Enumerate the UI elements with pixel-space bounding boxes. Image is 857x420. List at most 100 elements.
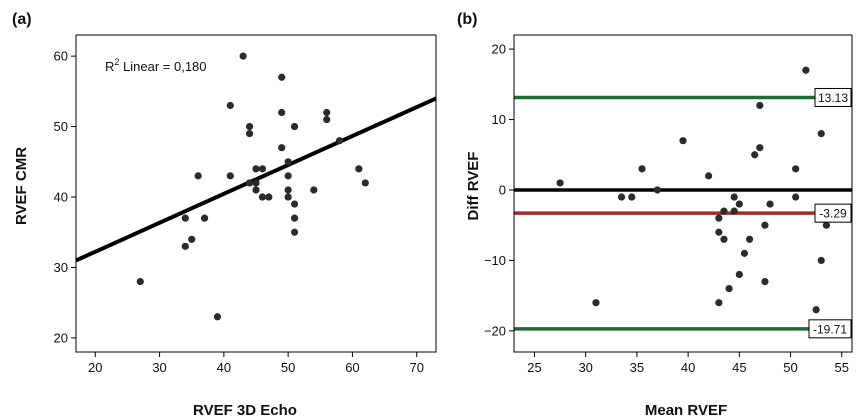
panel-b-data-point (715, 214, 723, 222)
panel-b-data-point (617, 193, 626, 201)
panel-b-data-point (638, 165, 646, 173)
panel-a-data-point (200, 214, 209, 222)
panel-b-data-point (653, 186, 661, 194)
panel-b-y-tick-label: −20 (484, 323, 506, 338)
panel-b-data-point (679, 137, 687, 145)
panel-a-data-point (245, 179, 254, 187)
panel-a-data-point (335, 137, 344, 145)
panel-b-reference-label-box (808, 319, 852, 339)
panel-b-reference-label: 13.13 (818, 91, 848, 105)
panel-b-data-point (802, 66, 810, 74)
panel-a-x-tick-label: 70 (409, 360, 423, 375)
panel-b-data-point (792, 193, 800, 201)
panel-a-data-point (245, 122, 254, 131)
panel-a-data-point (278, 73, 286, 81)
panel-b-data-point (766, 200, 774, 208)
panel-a-y-tick-label: 60 (54, 49, 68, 64)
panel-b-data-point (720, 207, 728, 215)
panel-a-data-point (245, 130, 254, 138)
panel-b-data-point (812, 306, 820, 314)
panel-b-data-point (745, 235, 754, 243)
panel-a-x-tick-label: 60 (345, 360, 359, 375)
panel-a-data-point (226, 172, 234, 180)
panel-b-y-tick-label: 20 (492, 42, 506, 57)
panel-b-data-point (822, 221, 830, 229)
panel-a-data-point (252, 186, 260, 194)
panel-a-x-tick-label: 30 (152, 360, 166, 375)
panel-a-data-point (284, 172, 292, 180)
panel-a-x-tick-label: 50 (281, 360, 295, 375)
panel-a-data-point (290, 228, 299, 236)
panel-a-xlabel: RVEF 3D Echo (193, 402, 297, 419)
panel-b-y-tick-label: 0 (499, 182, 506, 197)
panel-b-x-tick-label: 25 (527, 360, 541, 375)
panel-b-data-point (756, 144, 764, 152)
panel-b-data-point (817, 256, 825, 265)
panel-a-data-point (278, 108, 286, 117)
panel-b-data-point (715, 299, 723, 307)
panel-a-ylabel: RVEF CMR (13, 147, 30, 225)
annotation-base: R (105, 59, 114, 74)
panel-b-plot: 13.13 -3.29 -19.71 25 30 35 40 45 50 55 −20 −10 0 10 2… (484, 34, 853, 375)
panel-b-data-point (761, 221, 769, 229)
panel-a-y-tick-label: 30 (54, 260, 68, 275)
panel-a-data-point (355, 165, 363, 173)
panel-a-data-point (239, 52, 247, 60)
panel-a-data-point (284, 158, 292, 166)
panel-a-data-point (323, 108, 331, 117)
panel-a-label: (a) (12, 11, 32, 28)
panel-b-data-point (735, 270, 743, 279)
panel-b-x-tick-label: 35 (630, 360, 644, 375)
panel-a-data-point (181, 242, 189, 250)
panel-b-data-point (592, 299, 600, 307)
panel-a-data-point (136, 277, 144, 286)
panel-b-data-point (730, 207, 738, 215)
panel-b-xlabel: Mean RVEF (645, 402, 727, 419)
panel-a-data-point (226, 101, 234, 110)
panel-b-data-point (761, 277, 769, 286)
panel-a-data-point (258, 193, 267, 201)
panel-a-data-point (258, 165, 267, 173)
panel-b-data-point (792, 165, 800, 173)
panel-a-data-point (252, 179, 260, 187)
panel-b-data-point (705, 172, 713, 180)
panel-a-data-point (252, 165, 260, 173)
panel-b-y-tick-label: 10 (492, 112, 506, 127)
panel-b-x-tick-label: 55 (835, 360, 849, 375)
panel-a-data-point (323, 115, 331, 124)
panel-b-data-point (730, 193, 738, 201)
panel-a-data-point (290, 200, 299, 208)
panel-b-data-point (556, 179, 564, 187)
panel-b-frame (513, 34, 853, 353)
panel-b-data-point (735, 200, 743, 208)
panel-b-label: (b) (457, 11, 477, 28)
panel-a-data-point (194, 172, 202, 180)
panel-b-ylabel: Diff RVEF (465, 152, 482, 221)
panel-a-plot: 20 30 40 50 60 70 20 30 40 50 60 R2 Linear = 0,180 (54, 34, 437, 375)
panel-b-reference-label-box (814, 203, 852, 223)
panel-a-data-point (213, 313, 222, 321)
panel-b-data-point (740, 249, 749, 257)
panel-b-x-tick-label: 50 (783, 360, 797, 375)
panel-a-y-tick-label: 20 (54, 330, 68, 345)
panel-b-x-tick-label: 45 (732, 360, 746, 375)
panel-a-y-tick-label: 40 (54, 190, 68, 205)
panel-b-x-tick-label: 40 (681, 360, 695, 375)
panel-b-reference-label-box (814, 87, 852, 107)
panel-b-data-point (720, 235, 728, 243)
panel-a-x-tick-label: 40 (217, 360, 231, 375)
panel-a-data-point (310, 186, 318, 194)
panel-a-data-point (188, 235, 196, 243)
annotation-suffix: Linear = 0,180 (119, 59, 206, 74)
panel-b-data-point (628, 193, 636, 201)
annotation-superscript: 2 (114, 57, 119, 67)
panel-a-annotation: R2 Linear = 0,180 (105, 57, 207, 74)
panel-a-y-tick-label: 50 (54, 119, 68, 134)
panel-b-data-point (725, 285, 733, 293)
panel-a-x-tick-label: 20 (88, 360, 102, 375)
panel-a-data-point (181, 214, 189, 222)
panel-b-data-point (751, 151, 759, 159)
panel-a-data-point (265, 193, 273, 201)
panel-a-data-point (361, 179, 369, 187)
